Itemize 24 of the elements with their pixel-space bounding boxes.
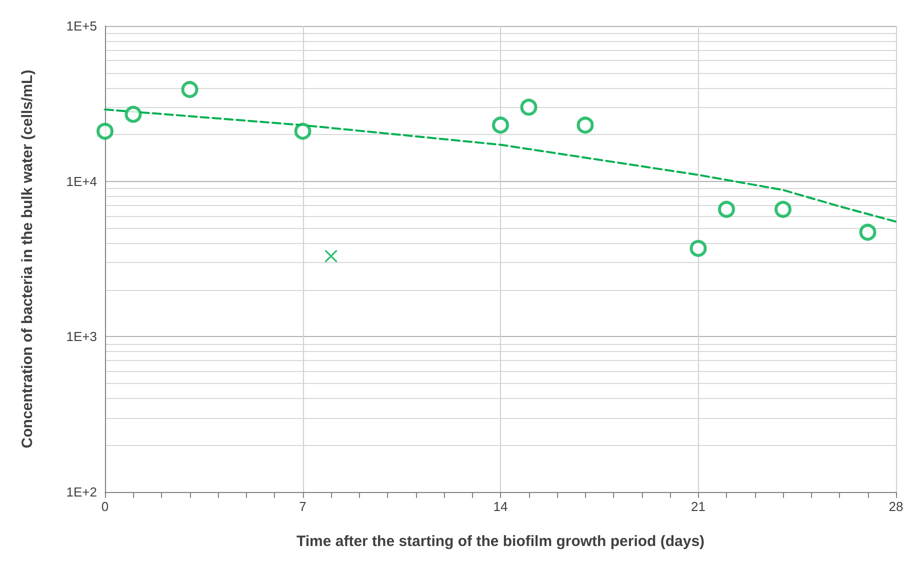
y-axis-title: Concentration of bacteria in the bulk water (cells/mL) xyxy=(19,70,36,448)
point xyxy=(576,116,594,134)
y-tick-label: 1E+4 xyxy=(66,174,97,189)
point xyxy=(520,98,538,116)
point xyxy=(325,250,337,262)
point xyxy=(690,240,707,257)
point xyxy=(718,200,735,218)
x-tick-label: 0 xyxy=(101,499,109,514)
point xyxy=(124,106,142,123)
y-tick-label: 1E+5 xyxy=(66,18,97,34)
y-tick-label: 1E+2 xyxy=(66,484,97,500)
point xyxy=(492,116,509,134)
point xyxy=(774,200,792,218)
x-tick-label: 7 xyxy=(299,499,306,514)
x-tick-label: 28 xyxy=(888,499,904,514)
point xyxy=(96,122,114,140)
x-tick-label: 14 xyxy=(493,499,508,514)
point xyxy=(859,224,876,241)
y-tick-label: 1E+3 xyxy=(66,329,97,344)
x-axis-title: Time after the starting of the biofilm growth period (days) xyxy=(296,533,705,550)
x-tick-label: 21 xyxy=(691,499,706,514)
line-series xyxy=(104,108,897,223)
point xyxy=(181,81,198,98)
point xyxy=(294,122,312,140)
